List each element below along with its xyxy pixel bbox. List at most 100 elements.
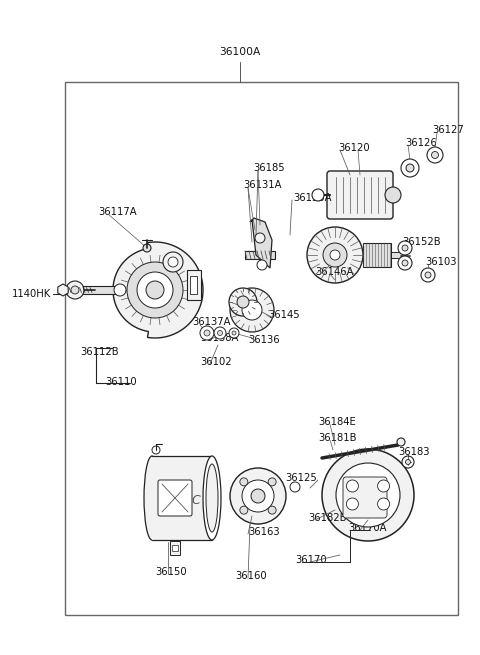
Circle shape [163, 252, 183, 272]
Circle shape [385, 187, 401, 203]
Circle shape [242, 480, 274, 512]
Text: 36127: 36127 [432, 125, 464, 135]
Bar [172, 545, 178, 551]
Text: 36137A: 36137A [192, 317, 230, 327]
Circle shape [425, 272, 431, 278]
Text: 36117A: 36117A [98, 207, 137, 217]
Circle shape [66, 281, 84, 299]
Text: 36102: 36102 [200, 357, 232, 367]
Circle shape [268, 506, 276, 514]
Circle shape [230, 468, 286, 524]
Circle shape [214, 327, 226, 339]
Circle shape [268, 478, 276, 486]
Circle shape [406, 460, 410, 464]
Circle shape [401, 159, 419, 177]
Text: 36163: 36163 [248, 527, 280, 537]
Circle shape [204, 330, 210, 336]
Circle shape [217, 331, 223, 335]
Text: 36126: 36126 [405, 138, 437, 148]
Ellipse shape [206, 464, 218, 532]
Text: 36160: 36160 [235, 571, 266, 581]
Bar [190, 276, 197, 294]
Circle shape [168, 257, 178, 267]
Circle shape [137, 272, 173, 308]
Text: 36131A: 36131A [243, 180, 281, 190]
Bar [65, 286, 120, 294]
Text: 36152B: 36152B [402, 237, 441, 247]
Text: 36138A: 36138A [200, 333, 239, 343]
Circle shape [251, 489, 265, 503]
Polygon shape [113, 242, 203, 338]
Circle shape [398, 256, 412, 270]
Circle shape [406, 164, 414, 172]
Text: 36100A: 36100A [219, 47, 261, 57]
Circle shape [240, 506, 248, 514]
Circle shape [240, 478, 248, 486]
Circle shape [347, 480, 359, 492]
Bar [152, 456, 212, 540]
Circle shape [152, 446, 160, 454]
Circle shape [229, 328, 239, 338]
Circle shape [421, 268, 435, 282]
FancyBboxPatch shape [327, 171, 393, 219]
Text: 36136: 36136 [248, 335, 280, 345]
Text: 36170: 36170 [295, 555, 326, 565]
Circle shape [378, 480, 390, 492]
Text: 36170A: 36170A [348, 523, 386, 533]
Circle shape [237, 296, 249, 308]
Circle shape [397, 438, 405, 446]
Bar [254, 464, 262, 528]
Text: 36185: 36185 [253, 163, 285, 173]
Text: 36135A: 36135A [293, 193, 332, 203]
Circle shape [402, 260, 408, 266]
Text: 36103: 36103 [425, 257, 456, 267]
Circle shape [402, 456, 414, 468]
Circle shape [230, 288, 274, 332]
Ellipse shape [203, 456, 221, 540]
Circle shape [114, 284, 126, 296]
Circle shape [255, 233, 265, 243]
Text: 36112B: 36112B [80, 347, 119, 357]
Circle shape [290, 482, 300, 492]
Circle shape [427, 147, 443, 163]
Circle shape [232, 331, 236, 335]
Circle shape [312, 189, 324, 201]
Bar [363, 243, 391, 267]
Circle shape [200, 326, 214, 340]
Circle shape [307, 227, 363, 283]
Text: 36182B: 36182B [308, 513, 347, 523]
Circle shape [402, 245, 408, 251]
Text: 36146A: 36146A [315, 267, 353, 277]
Circle shape [143, 244, 151, 252]
Circle shape [257, 260, 267, 270]
Text: 36150: 36150 [155, 567, 187, 577]
Text: 36145: 36145 [268, 310, 300, 320]
Bar [187, 270, 201, 300]
Circle shape [242, 300, 262, 320]
Text: 1140HK: 1140HK [12, 289, 51, 299]
Bar [65, 82, 458, 615]
Ellipse shape [144, 456, 160, 540]
Text: 36183: 36183 [398, 447, 430, 457]
Circle shape [229, 288, 257, 316]
FancyBboxPatch shape [343, 477, 387, 518]
Text: 36120: 36120 [338, 143, 370, 153]
Bar [391, 252, 405, 258]
FancyBboxPatch shape [158, 480, 192, 516]
Bar [170, 541, 180, 555]
Circle shape [330, 250, 340, 260]
Text: C: C [192, 495, 200, 508]
Text: 36184E: 36184E [318, 417, 356, 427]
Circle shape [127, 262, 183, 318]
Polygon shape [250, 218, 272, 268]
Text: 36125: 36125 [285, 473, 317, 483]
Text: 36181B: 36181B [318, 433, 357, 443]
Circle shape [378, 498, 390, 510]
Text: 36110: 36110 [105, 377, 137, 387]
Circle shape [146, 281, 164, 299]
Circle shape [71, 286, 79, 294]
Circle shape [336, 463, 400, 527]
Circle shape [432, 151, 439, 159]
Circle shape [322, 449, 414, 541]
Bar [245, 251, 275, 259]
